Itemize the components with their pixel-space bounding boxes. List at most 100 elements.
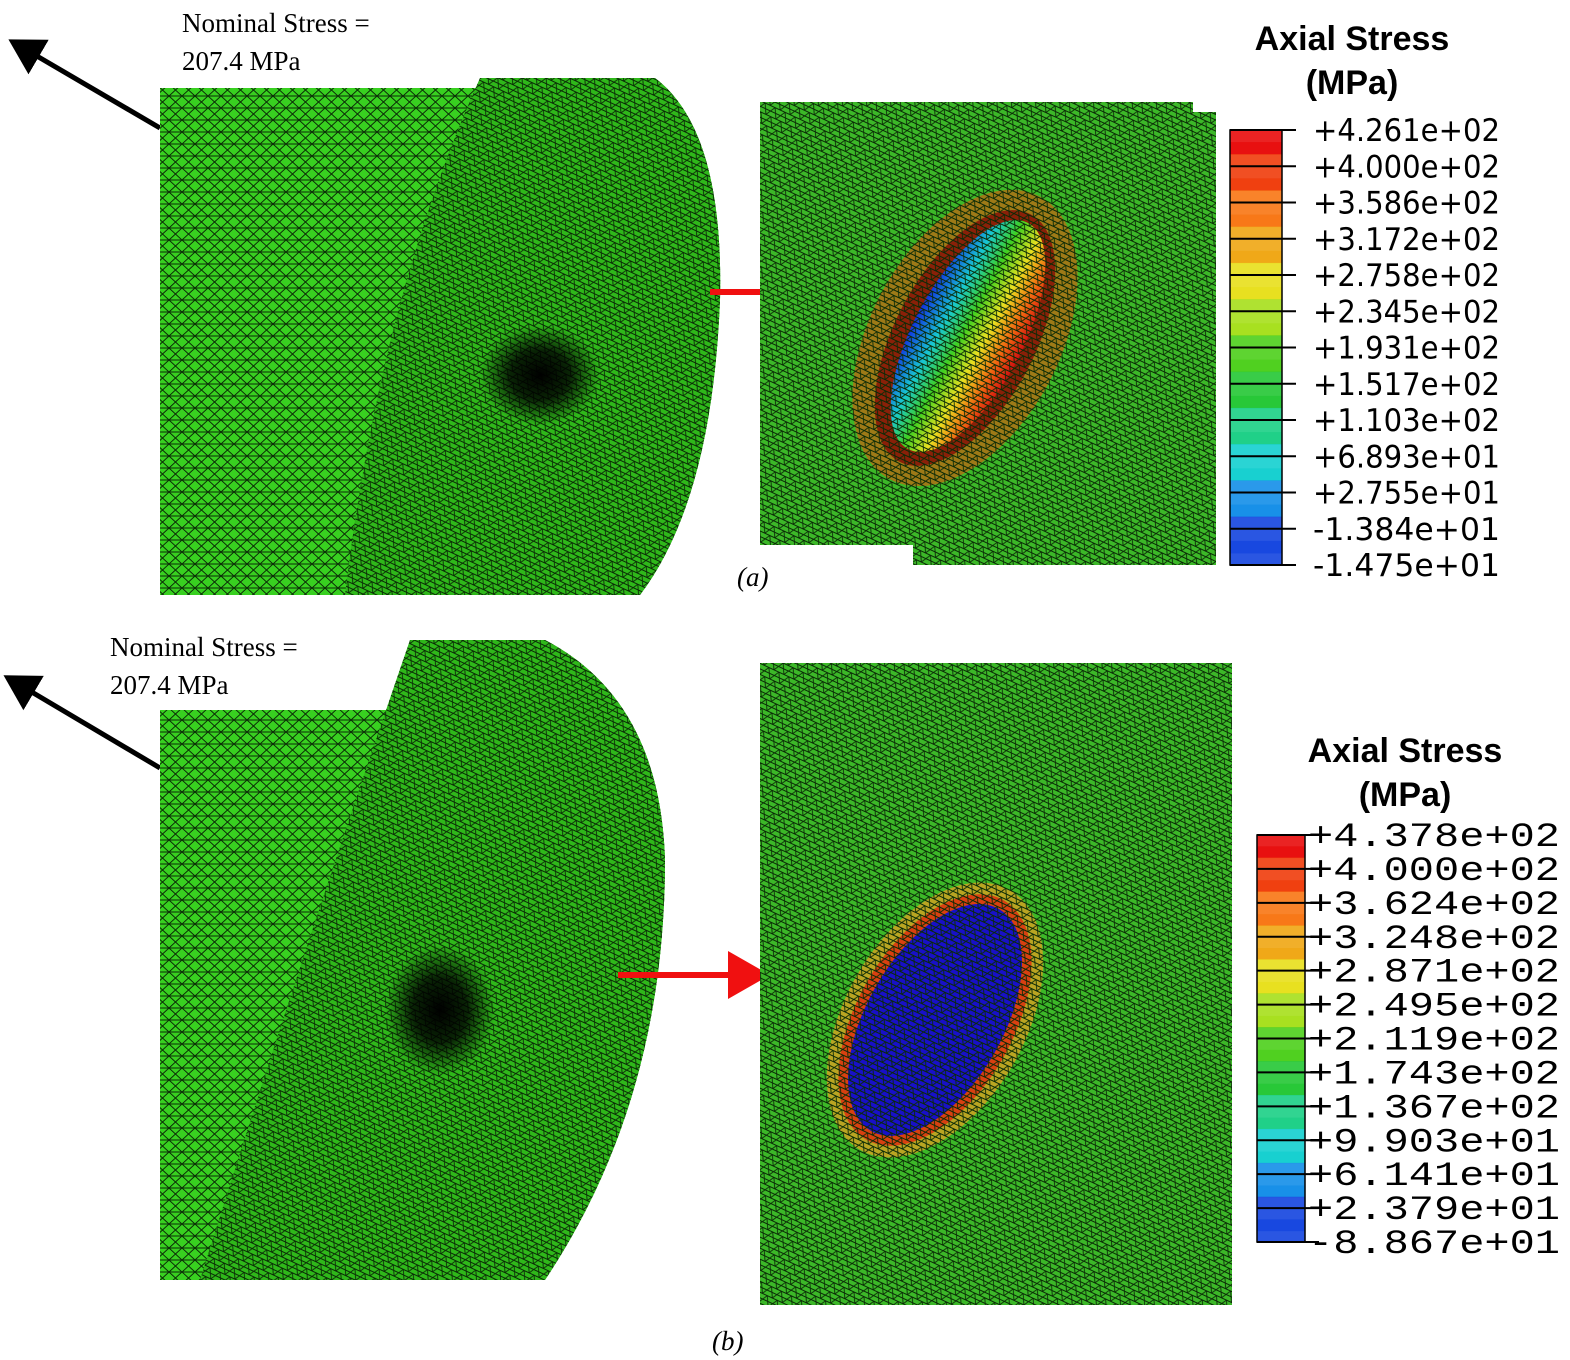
colorbar-label: -8.867e+01 <box>1308 1226 1560 1264</box>
load-arrow <box>25 688 160 768</box>
colorbar-band <box>1257 1129 1305 1141</box>
colorbar-band <box>1230 142 1282 155</box>
colorbar-band <box>1257 1174 1305 1186</box>
colorbar-band <box>1257 1197 1305 1209</box>
colorbar-label: +2.755e+01 <box>1313 476 1500 512</box>
caption: (a) <box>737 562 768 592</box>
colorbar-label: +3.172e+02 <box>1313 222 1500 258</box>
colorbar-band <box>1230 505 1282 518</box>
colorbar-band <box>1230 275 1282 288</box>
colorbar-label: +2.345e+02 <box>1313 294 1500 330</box>
colorbar-band <box>1230 408 1282 421</box>
colorbar-band <box>1257 1095 1305 1107</box>
colorbar-band <box>1230 299 1282 312</box>
colorbar-label: +2.871e+02 <box>1308 955 1560 993</box>
colorbar-band <box>1230 178 1282 191</box>
colorbar-label: -1.475e+01 <box>1313 548 1500 584</box>
colorbar-band <box>1230 360 1282 373</box>
colorbar-band <box>1230 348 1282 361</box>
colorbar-band <box>1230 251 1282 264</box>
colorbar-band <box>1230 493 1282 506</box>
colorbar-band <box>1230 311 1282 324</box>
panel-a: Nominal Stress = 207.4 MPa Axial Stress … <box>30 8 1500 595</box>
figure: Nominal Stress = 207.4 MPa Axial Stress … <box>0 0 1570 1360</box>
colorbar-band <box>1257 1152 1305 1164</box>
colorbar-label: +2.119e+02 <box>1308 1023 1560 1061</box>
colorbar: +4.261e+02+4.000e+02+3.586e+02+3.172e+02… <box>1230 113 1500 584</box>
colorbar-label: +1.367e+02 <box>1308 1090 1560 1128</box>
colorbar-label: +3.586e+02 <box>1313 186 1500 222</box>
mesh-model <box>160 640 665 1280</box>
colorbar-band <box>1257 914 1305 926</box>
colorbar-band <box>1257 892 1305 904</box>
colorbar-band <box>1257 1016 1305 1028</box>
colorbar-label: +1.103e+02 <box>1313 403 1500 439</box>
colorbar-label: +3.248e+02 <box>1308 921 1560 959</box>
colorbar-band <box>1230 372 1282 385</box>
colorbar-band <box>1230 456 1282 469</box>
colorbar-band <box>1230 227 1282 240</box>
zoom-view <box>760 663 1232 1305</box>
colorbar-label: +9.903e+01 <box>1308 1124 1560 1162</box>
colorbar-label: +1.743e+02 <box>1308 1056 1560 1094</box>
mesh-model <box>160 78 720 595</box>
caption: (b) <box>712 1326 743 1356</box>
colorbar-band <box>1230 166 1282 179</box>
colorbar-band <box>1257 948 1305 960</box>
colorbar-band <box>1230 384 1282 397</box>
colorbar-label: +6.893e+01 <box>1313 439 1500 475</box>
annotation: 207.4 MPa <box>110 670 229 700</box>
colorbar-band <box>1230 335 1282 348</box>
colorbar-label: +4.378e+02 <box>1308 819 1560 857</box>
annotation: Nominal Stress = <box>182 8 370 38</box>
colorbar-band <box>1230 396 1282 409</box>
annotation: 207.4 MPa <box>182 46 301 76</box>
colorbar-band <box>1230 468 1282 481</box>
colorbar-band <box>1257 1027 1305 1039</box>
colorbar-band <box>1230 154 1282 167</box>
legend-title: Axial Stress <box>1255 20 1450 58</box>
colorbar-band <box>1230 432 1282 445</box>
colorbar-band <box>1257 1163 1305 1175</box>
colorbar-label: +4.000e+02 <box>1313 149 1500 185</box>
colorbar-band <box>1230 420 1282 433</box>
colorbar-band <box>1257 1140 1305 1152</box>
colorbar: +4.378e+02+4.000e+02+3.624e+02+3.248e+02… <box>1257 819 1560 1264</box>
colorbar-band <box>1257 1208 1305 1220</box>
colorbar-band <box>1230 541 1282 554</box>
colorbar-band <box>1257 858 1305 870</box>
colorbar-band <box>1230 444 1282 457</box>
colorbar-band <box>1257 937 1305 949</box>
colorbar-band <box>1257 835 1305 847</box>
colorbar-label: +1.931e+02 <box>1313 331 1500 367</box>
colorbar-band <box>1257 869 1305 881</box>
colorbar-band <box>1230 529 1282 542</box>
colorbar-band <box>1257 1039 1305 1051</box>
legend-title: Axial Stress <box>1308 732 1503 770</box>
colorbar-band <box>1230 215 1282 228</box>
colorbar-band <box>1257 1072 1305 1084</box>
colorbar-band <box>1230 517 1282 530</box>
colorbar-band <box>1257 1219 1305 1231</box>
colorbar-band <box>1257 971 1305 983</box>
colorbar-band <box>1257 1084 1305 1096</box>
colorbar-band <box>1230 239 1282 252</box>
colorbar-band <box>1257 982 1305 994</box>
colorbar-label: +4.000e+02 <box>1308 853 1560 891</box>
panel-b: Nominal Stress = 207.4 MPa Axial Stress … <box>25 632 1560 1356</box>
colorbar-band <box>1257 880 1305 892</box>
colorbar-band <box>1230 203 1282 216</box>
colorbar-label: +2.495e+02 <box>1308 989 1560 1027</box>
colorbar-band <box>1257 959 1305 971</box>
zoom-view <box>760 102 1216 565</box>
colorbar-band <box>1257 1118 1305 1130</box>
colorbar-band <box>1257 1106 1305 1118</box>
colorbar-label: +4.261e+02 <box>1313 113 1500 149</box>
colorbar-band <box>1257 1185 1305 1197</box>
colorbar-band <box>1257 1061 1305 1073</box>
colorbar-label: +3.624e+02 <box>1308 887 1560 925</box>
load-arrow <box>30 52 160 128</box>
colorbar-band <box>1230 480 1282 493</box>
legend-title: (MPa) <box>1359 776 1452 814</box>
colorbar-label: +1.517e+02 <box>1313 367 1500 403</box>
